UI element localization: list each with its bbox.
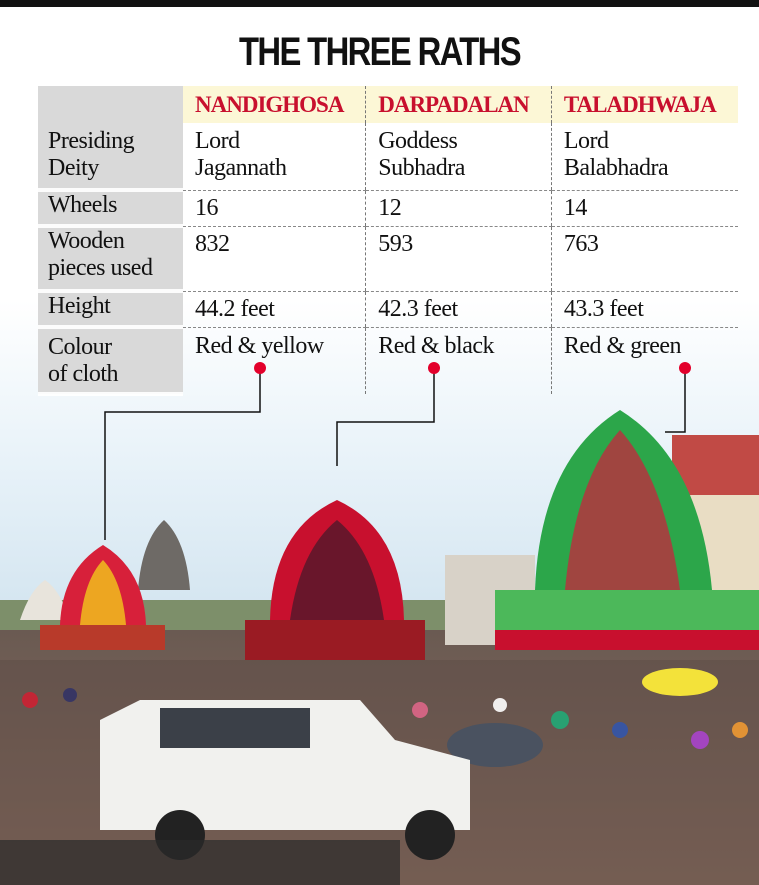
column-header-nandighosa: NANDIGHOSA <box>183 86 366 123</box>
row-label: Wooden pieces used <box>38 226 183 293</box>
row-label: Wheels <box>38 190 183 228</box>
cell: Red & green <box>550 327 738 394</box>
cell: 14 <box>550 190 738 227</box>
cell: 593 <box>365 226 552 292</box>
row-label: Presiding Deity <box>38 123 183 192</box>
top-bar <box>0 0 759 7</box>
cell: 12 <box>365 190 552 227</box>
table-row: Presiding Deity Lord Jagannath Goddess Subh… <box>38 123 738 192</box>
table-row: Height 44.2 feet 42.3 feet 43.3 feet <box>38 291 738 329</box>
cell: 44.2 feet <box>183 291 366 328</box>
cell: Red & yellow <box>195 332 324 359</box>
page-title: THE THREE RATHS <box>239 30 522 74</box>
table-row: Wheels 16 12 14 <box>38 190 738 228</box>
table-row: Wooden pieces used 832 593 763 <box>38 226 738 293</box>
column-header-taladhwaja: TALADHWAJA <box>550 86 738 123</box>
cell: Lord Balabhadra <box>550 123 738 191</box>
header-blank <box>38 86 183 123</box>
cell: Red & black <box>365 327 552 394</box>
table-row: Colour of cloth Red & yellow Red & black … <box>38 327 738 396</box>
row-label: Height <box>38 291 183 329</box>
cell: 43.3 feet <box>550 291 738 328</box>
cell: 42.3 feet <box>365 291 552 328</box>
chariots-photo <box>0 300 759 885</box>
cell: 832 <box>183 226 366 292</box>
cell: 16 <box>183 190 366 227</box>
cell: 763 <box>550 226 738 292</box>
raths-table: NANDIGHOSA DARPADALAN TALADHWAJA Presidi… <box>38 86 738 396</box>
cell: Goddess Subhadra <box>365 123 552 191</box>
row-label: Colour of cloth <box>38 327 183 396</box>
column-header-darpadalan: DARPADALAN <box>365 86 552 123</box>
cell: Lord Jagannath <box>183 123 366 191</box>
